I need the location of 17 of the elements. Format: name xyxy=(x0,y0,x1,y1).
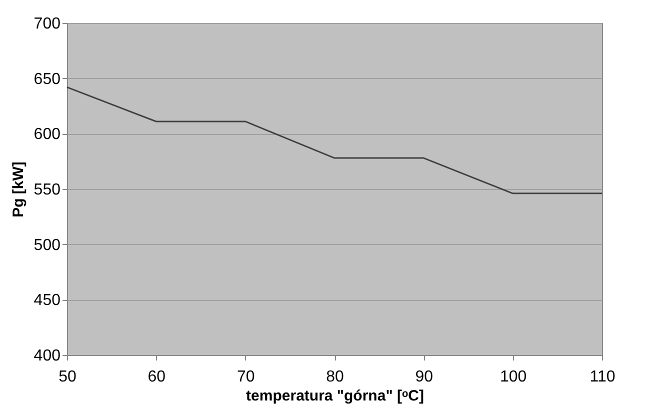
line-series xyxy=(66,86,603,194)
x-axis-title: temperatura "górna" [ᵒC] xyxy=(246,388,424,404)
y-axis-title: Pg [kW] xyxy=(10,162,27,218)
x-tick-label: 50 xyxy=(58,368,76,386)
x-tick-label: 110 xyxy=(590,368,616,386)
x-tick-label: 70 xyxy=(236,368,255,386)
y-tick-label: 450 xyxy=(34,292,61,310)
y-tick-label: 400 xyxy=(34,348,61,364)
x-tick-label: 100 xyxy=(500,368,527,386)
y-tick-label: 650 xyxy=(34,70,61,88)
x-tick-label: 90 xyxy=(415,368,434,386)
y-tick-label: 550 xyxy=(34,182,61,198)
y-tick-label: 700 xyxy=(34,16,61,32)
y-tick-label: 600 xyxy=(34,126,61,144)
y-tick-label: 500 xyxy=(34,236,61,254)
x-tick-label: 60 xyxy=(148,368,166,386)
x-tick-label: 80 xyxy=(326,368,344,386)
